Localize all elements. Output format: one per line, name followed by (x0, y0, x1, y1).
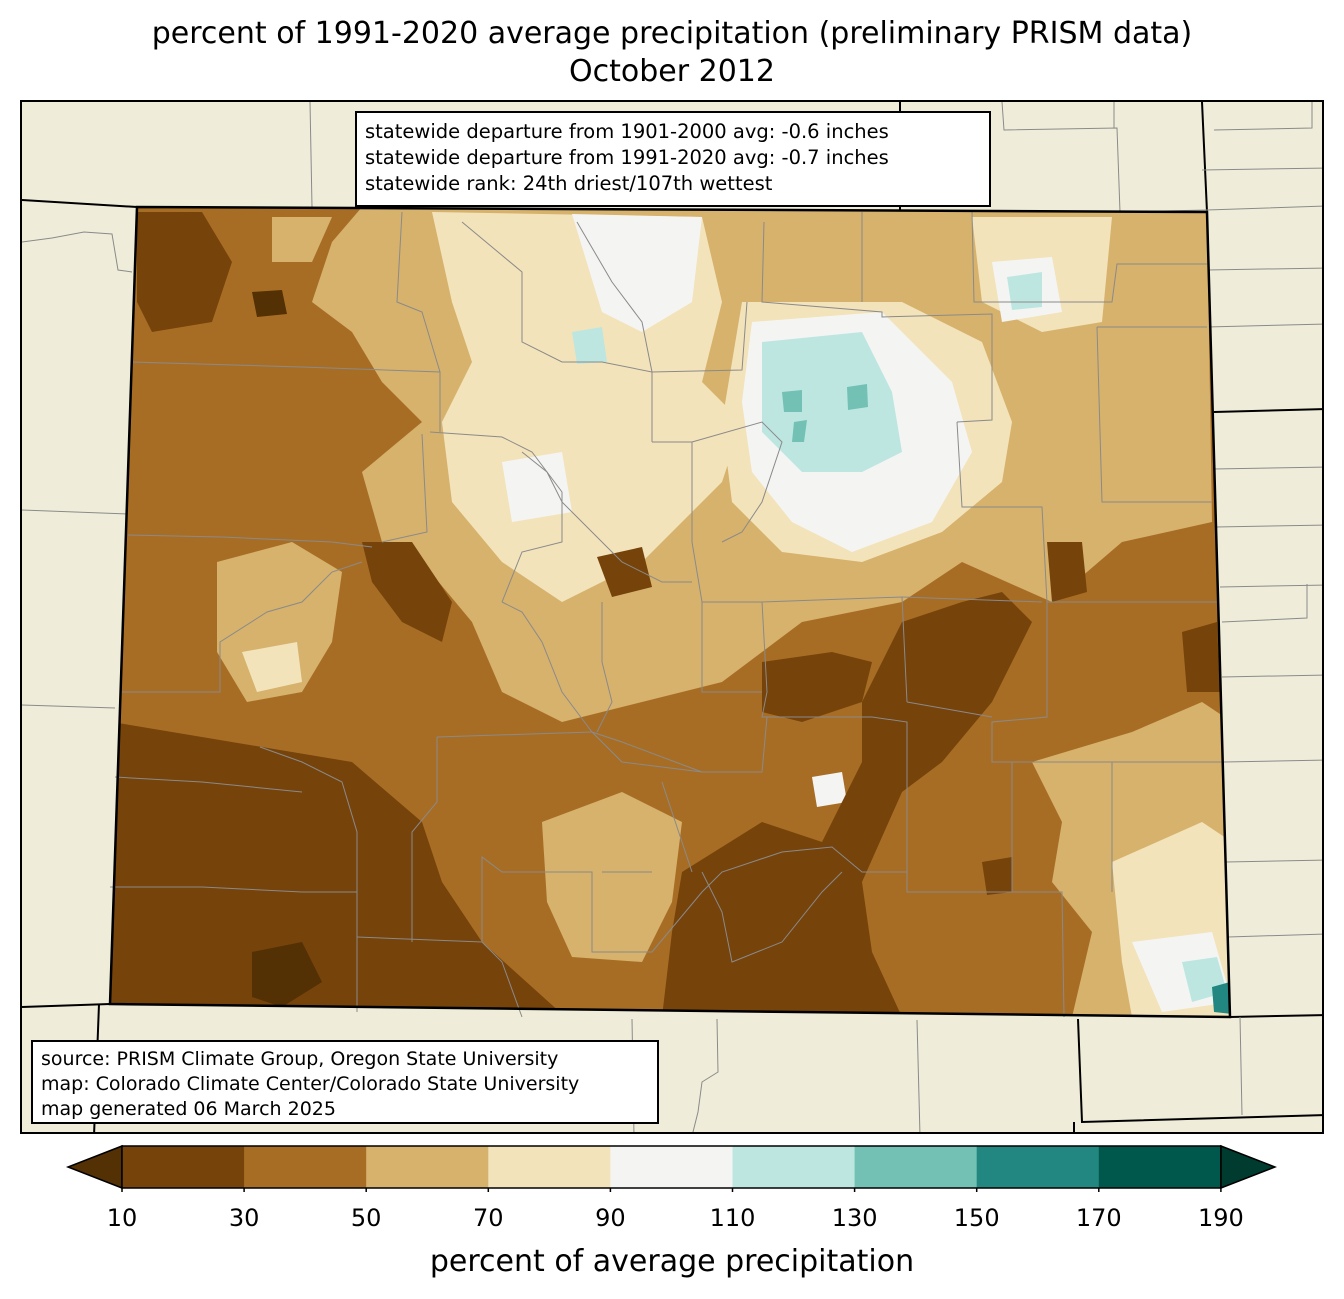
map-subtitle-month: October 2012 (569, 54, 775, 89)
colorbar-bin (366, 1146, 489, 1188)
colorbar-tick-label: 170 (1075, 1204, 1122, 1232)
generated-date: map generated 06 March 2025 (41, 1098, 336, 1120)
colorbar-bin (610, 1146, 733, 1188)
precipitation-field (110, 207, 1230, 1017)
source-credit: source: PRISM Climate Group, Oregon Stat… (41, 1048, 559, 1070)
colorbar-outline (121, 1145, 1222, 1189)
colorbar-tick-label: 10 (106, 1204, 138, 1232)
colorbar-tick-label: 190 (1197, 1204, 1244, 1232)
colorbar-bin (732, 1146, 856, 1188)
colorbar (65, 1144, 1277, 1192)
colorbar-tick-label: 90 (595, 1204, 626, 1232)
statewide-stats-box: statewide departure from 1901-2000 avg: … (355, 111, 991, 207)
county-lines (110, 211, 1222, 1018)
colorbar-bin (854, 1146, 978, 1188)
colorbar-tick-label: 130 (831, 1204, 878, 1232)
colorbar-bin (976, 1146, 1100, 1188)
departure-1991-2020: statewide departure from 1991-2020 avg: … (365, 146, 889, 169)
colorbar-tick-label: 30 (228, 1204, 260, 1232)
source-credits-box: source: PRISM Climate Group, Oregon Stat… (31, 1040, 659, 1124)
precipitation-map (22, 102, 1322, 1132)
colorbar-bin (488, 1146, 611, 1188)
departure-1901-2000: statewide departure from 1901-2000 avg: … (365, 120, 889, 143)
colorbar-label: percent of average precipitation (429, 1244, 915, 1279)
colorbar-bin (1098, 1146, 1222, 1188)
map-title: percent of 1991-2020 average precipitati… (151, 16, 1193, 51)
statewide-rank: statewide rank: 24th driest/107th wettes… (365, 172, 773, 195)
colorbar-tick-label: 50 (350, 1204, 382, 1232)
colorado-state-border (108, 205, 1232, 1019)
colorbar-bin (122, 1146, 245, 1188)
map-panel (20, 100, 1324, 1134)
map-credit: map: Colorado Climate Center/Colorado St… (41, 1073, 580, 1095)
colorbar-bin (244, 1146, 367, 1188)
colorbar-extend-high (1220, 1144, 1277, 1190)
colorbar-extend-low (65, 1144, 123, 1190)
colorbar-tick-label: 70 (473, 1204, 504, 1232)
colorbar-tick-label: 150 (953, 1204, 1000, 1232)
colorbar-tick-label: 110 (709, 1204, 756, 1232)
neighbor-county-lines (22, 102, 1322, 1132)
